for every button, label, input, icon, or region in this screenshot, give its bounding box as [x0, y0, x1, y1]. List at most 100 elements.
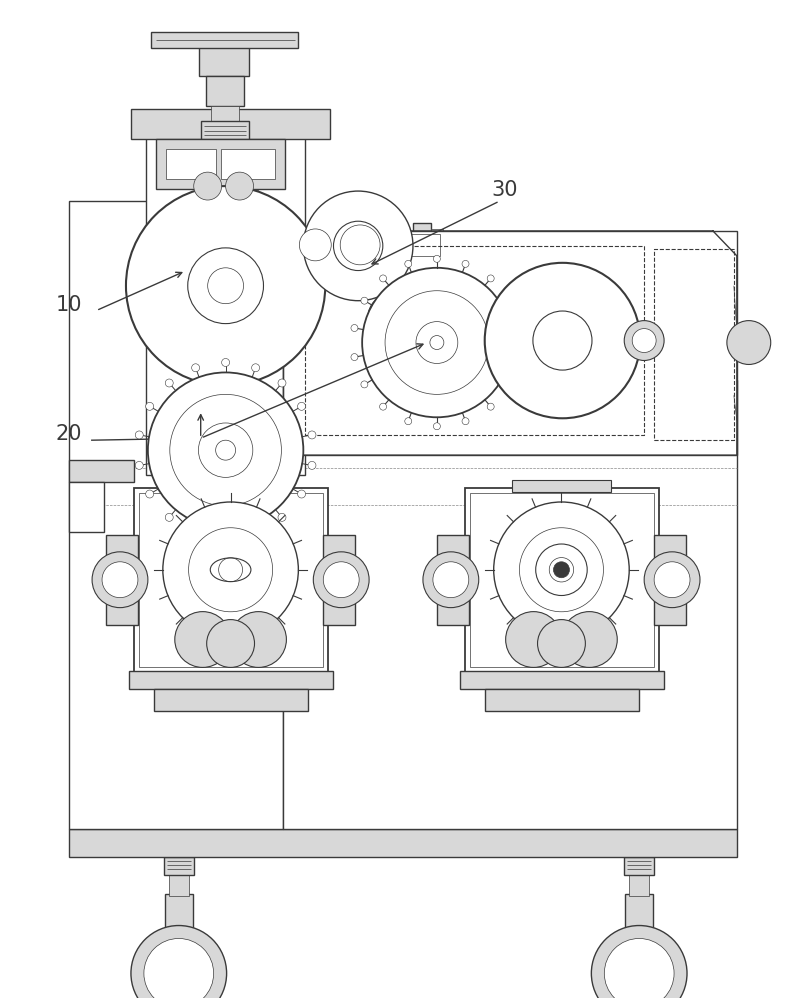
Circle shape: [298, 402, 306, 410]
Bar: [206, 76, 244, 106]
Bar: [305, 246, 644, 435]
Bar: [164, 857, 194, 875]
Bar: [350, 234, 440, 256]
Circle shape: [433, 562, 469, 598]
Circle shape: [351, 325, 358, 331]
Circle shape: [379, 403, 387, 410]
Bar: [654, 249, 734, 440]
Bar: [199, 42, 249, 76]
Circle shape: [485, 263, 640, 418]
Bar: [413, 223, 431, 271]
Circle shape: [405, 260, 412, 267]
Circle shape: [351, 354, 358, 361]
Bar: [156, 139, 286, 189]
Circle shape: [341, 225, 380, 265]
Circle shape: [405, 418, 412, 425]
Circle shape: [278, 513, 286, 521]
Bar: [465, 488, 659, 672]
Circle shape: [625, 321, 664, 360]
Circle shape: [376, 303, 404, 331]
Circle shape: [148, 372, 303, 528]
Circle shape: [146, 402, 153, 410]
Bar: [169, 874, 189, 896]
Bar: [165, 149, 215, 179]
Circle shape: [231, 612, 286, 667]
Circle shape: [308, 461, 316, 469]
Circle shape: [165, 379, 174, 387]
Circle shape: [252, 529, 260, 537]
Circle shape: [632, 329, 656, 353]
Circle shape: [191, 364, 199, 372]
Bar: [134, 488, 328, 672]
Circle shape: [226, 172, 253, 200]
Circle shape: [165, 513, 174, 521]
Circle shape: [592, 926, 687, 1000]
Bar: [139, 493, 324, 667]
Bar: [437, 535, 469, 625]
Circle shape: [207, 620, 254, 667]
Circle shape: [506, 297, 513, 304]
Circle shape: [303, 191, 413, 301]
Bar: [69, 201, 283, 829]
Bar: [470, 493, 654, 667]
Circle shape: [487, 403, 494, 410]
Circle shape: [191, 529, 199, 537]
Circle shape: [433, 255, 441, 262]
Bar: [106, 535, 138, 625]
Bar: [69, 460, 134, 482]
Circle shape: [727, 321, 771, 364]
Circle shape: [462, 260, 469, 267]
Circle shape: [222, 358, 230, 366]
Circle shape: [516, 354, 523, 361]
Circle shape: [102, 562, 138, 598]
Bar: [69, 829, 737, 857]
Bar: [512, 480, 611, 492]
Bar: [324, 535, 355, 625]
Bar: [460, 671, 664, 689]
Bar: [106, 201, 250, 829]
Circle shape: [516, 325, 523, 331]
Bar: [165, 894, 193, 941]
Bar: [206, 176, 257, 190]
Circle shape: [368, 295, 412, 339]
Circle shape: [175, 612, 231, 667]
Bar: [283, 231, 737, 455]
Bar: [129, 671, 333, 689]
Bar: [156, 126, 295, 425]
Bar: [629, 874, 649, 896]
Circle shape: [562, 612, 617, 667]
Text: 20: 20: [56, 424, 82, 444]
Circle shape: [462, 418, 469, 425]
Bar: [625, 857, 654, 875]
Bar: [69, 482, 104, 532]
Circle shape: [604, 938, 674, 1000]
Circle shape: [644, 552, 700, 608]
Circle shape: [324, 562, 359, 598]
Bar: [181, 480, 280, 492]
Circle shape: [278, 379, 286, 387]
Circle shape: [299, 229, 331, 261]
Bar: [625, 894, 653, 941]
Circle shape: [537, 620, 585, 667]
Circle shape: [126, 186, 325, 385]
Circle shape: [506, 612, 562, 667]
Circle shape: [144, 938, 214, 1000]
Text: 10: 10: [56, 295, 82, 315]
Circle shape: [494, 502, 629, 638]
Bar: [485, 689, 639, 711]
Circle shape: [194, 172, 222, 200]
Circle shape: [379, 275, 387, 282]
Circle shape: [361, 381, 368, 388]
Bar: [211, 106, 239, 121]
Circle shape: [163, 502, 299, 638]
Circle shape: [298, 490, 306, 498]
Bar: [151, 32, 299, 48]
Circle shape: [136, 431, 143, 439]
Bar: [283, 380, 737, 829]
Circle shape: [136, 461, 143, 469]
Text: 30: 30: [491, 180, 518, 200]
Circle shape: [361, 297, 368, 304]
Bar: [201, 121, 249, 139]
Bar: [305, 234, 385, 256]
Circle shape: [146, 490, 153, 498]
